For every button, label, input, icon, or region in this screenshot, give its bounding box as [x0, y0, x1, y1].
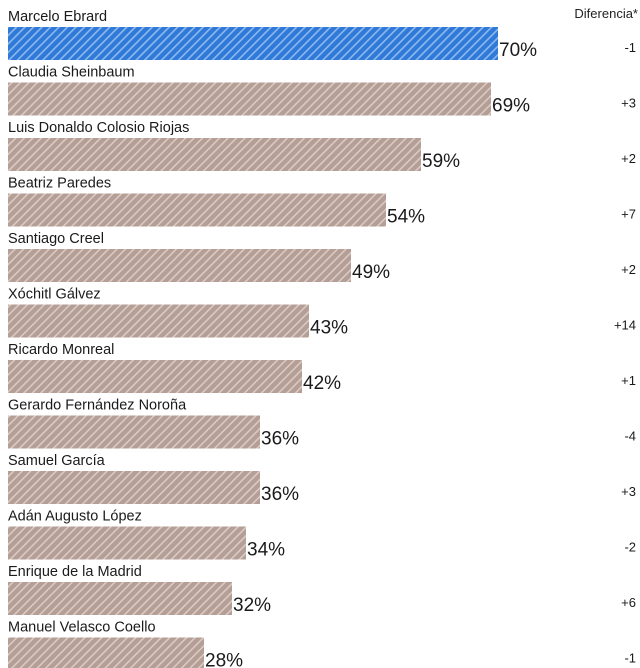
value-label: 36%	[261, 429, 299, 450]
bar-row-enrique-de-la-madrid: Enrique de la Madrid 32% +6	[8, 564, 636, 616]
category-label: Gerardo Fernández Noroña	[8, 398, 187, 414]
category-label: Manuel Velasco Coello	[8, 620, 156, 636]
category-label: Claudia Sheinbaum	[8, 65, 135, 81]
value-label: 34%	[247, 540, 285, 561]
category-label: Luis Donaldo Colosio Riojas	[8, 120, 189, 136]
bar	[8, 193, 386, 227]
value-label: 36%	[261, 484, 299, 505]
category-label: Ricardo Monreal	[8, 342, 114, 358]
bar	[8, 138, 421, 171]
value-label: 70%	[499, 40, 537, 61]
bar	[8, 582, 232, 615]
bar	[8, 471, 260, 504]
bar	[8, 415, 260, 449]
category-label: Xóchitl Gálvez	[8, 287, 101, 303]
bar-row-claudia-sheinbaum: Claudia Sheinbaum 69% +3	[8, 65, 636, 117]
category-label: Enrique de la Madrid	[8, 564, 142, 580]
difference-value: +6	[621, 595, 636, 610]
difference-value: +14	[614, 318, 636, 333]
bar	[8, 526, 246, 560]
bar-row-ricardo-monreal: Ricardo Monreal 42% +1	[8, 342, 636, 394]
bar-row-luis-donaldo-colosio-riojas: Luis Donaldo Colosio Riojas 59% +2	[8, 120, 636, 172]
value-label: 28%	[205, 651, 243, 668]
bar-row-manuel-velasco-coello: Manuel Velasco Coello 28% -1	[8, 620, 636, 668]
difference-value: +2	[621, 151, 636, 166]
value-label: 49%	[352, 262, 390, 283]
value-label: 59%	[422, 151, 460, 172]
difference-value: +1	[621, 373, 636, 388]
bar	[8, 82, 491, 116]
difference-value: -1	[624, 651, 636, 666]
category-label: Adán Augusto López	[8, 509, 142, 525]
bar-row-xochitl-galvez: Xóchitl Gálvez 43% +14	[8, 287, 636, 339]
difference-value: -4	[624, 429, 636, 444]
bar-row-marcelo-ebrard: Marcelo Ebrard 70% -1	[8, 9, 636, 61]
bar	[8, 27, 498, 60]
bar	[8, 304, 309, 338]
category-label: Samuel García	[8, 453, 106, 469]
difference-value: +3	[621, 96, 636, 111]
difference-value: +2	[621, 262, 636, 277]
bar	[8, 249, 351, 282]
bar	[8, 360, 302, 393]
bar-row-adan-augusto-lopez: Adán Augusto López 34% -2	[8, 509, 636, 561]
difference-value: +3	[621, 484, 636, 499]
category-label: Beatriz Paredes	[8, 176, 111, 192]
category-label: Santiago Creel	[8, 231, 104, 247]
value-label: 54%	[387, 207, 425, 228]
bar-row-samuel-garcia: Samuel García 36% +3	[8, 453, 636, 505]
value-label: 32%	[233, 595, 271, 616]
value-label: 69%	[492, 96, 530, 117]
bar-row-gerardo-fernandez-norona: Gerardo Fernández Noroña 36% -4	[8, 398, 636, 450]
bar-row-beatriz-paredes: Beatriz Paredes 54% +7	[8, 176, 636, 228]
value-label: 43%	[310, 318, 348, 339]
bar-row-santiago-creel: Santiago Creel 49% +2	[8, 231, 636, 283]
difference-value: -1	[624, 40, 636, 55]
value-label: 42%	[303, 373, 341, 394]
difference-value: -2	[624, 540, 636, 555]
bar	[8, 637, 204, 668]
category-label: Marcelo Ebrard	[8, 9, 107, 25]
difference-value: +7	[621, 207, 636, 222]
difference-column-header: Diferencia*	[574, 6, 638, 21]
